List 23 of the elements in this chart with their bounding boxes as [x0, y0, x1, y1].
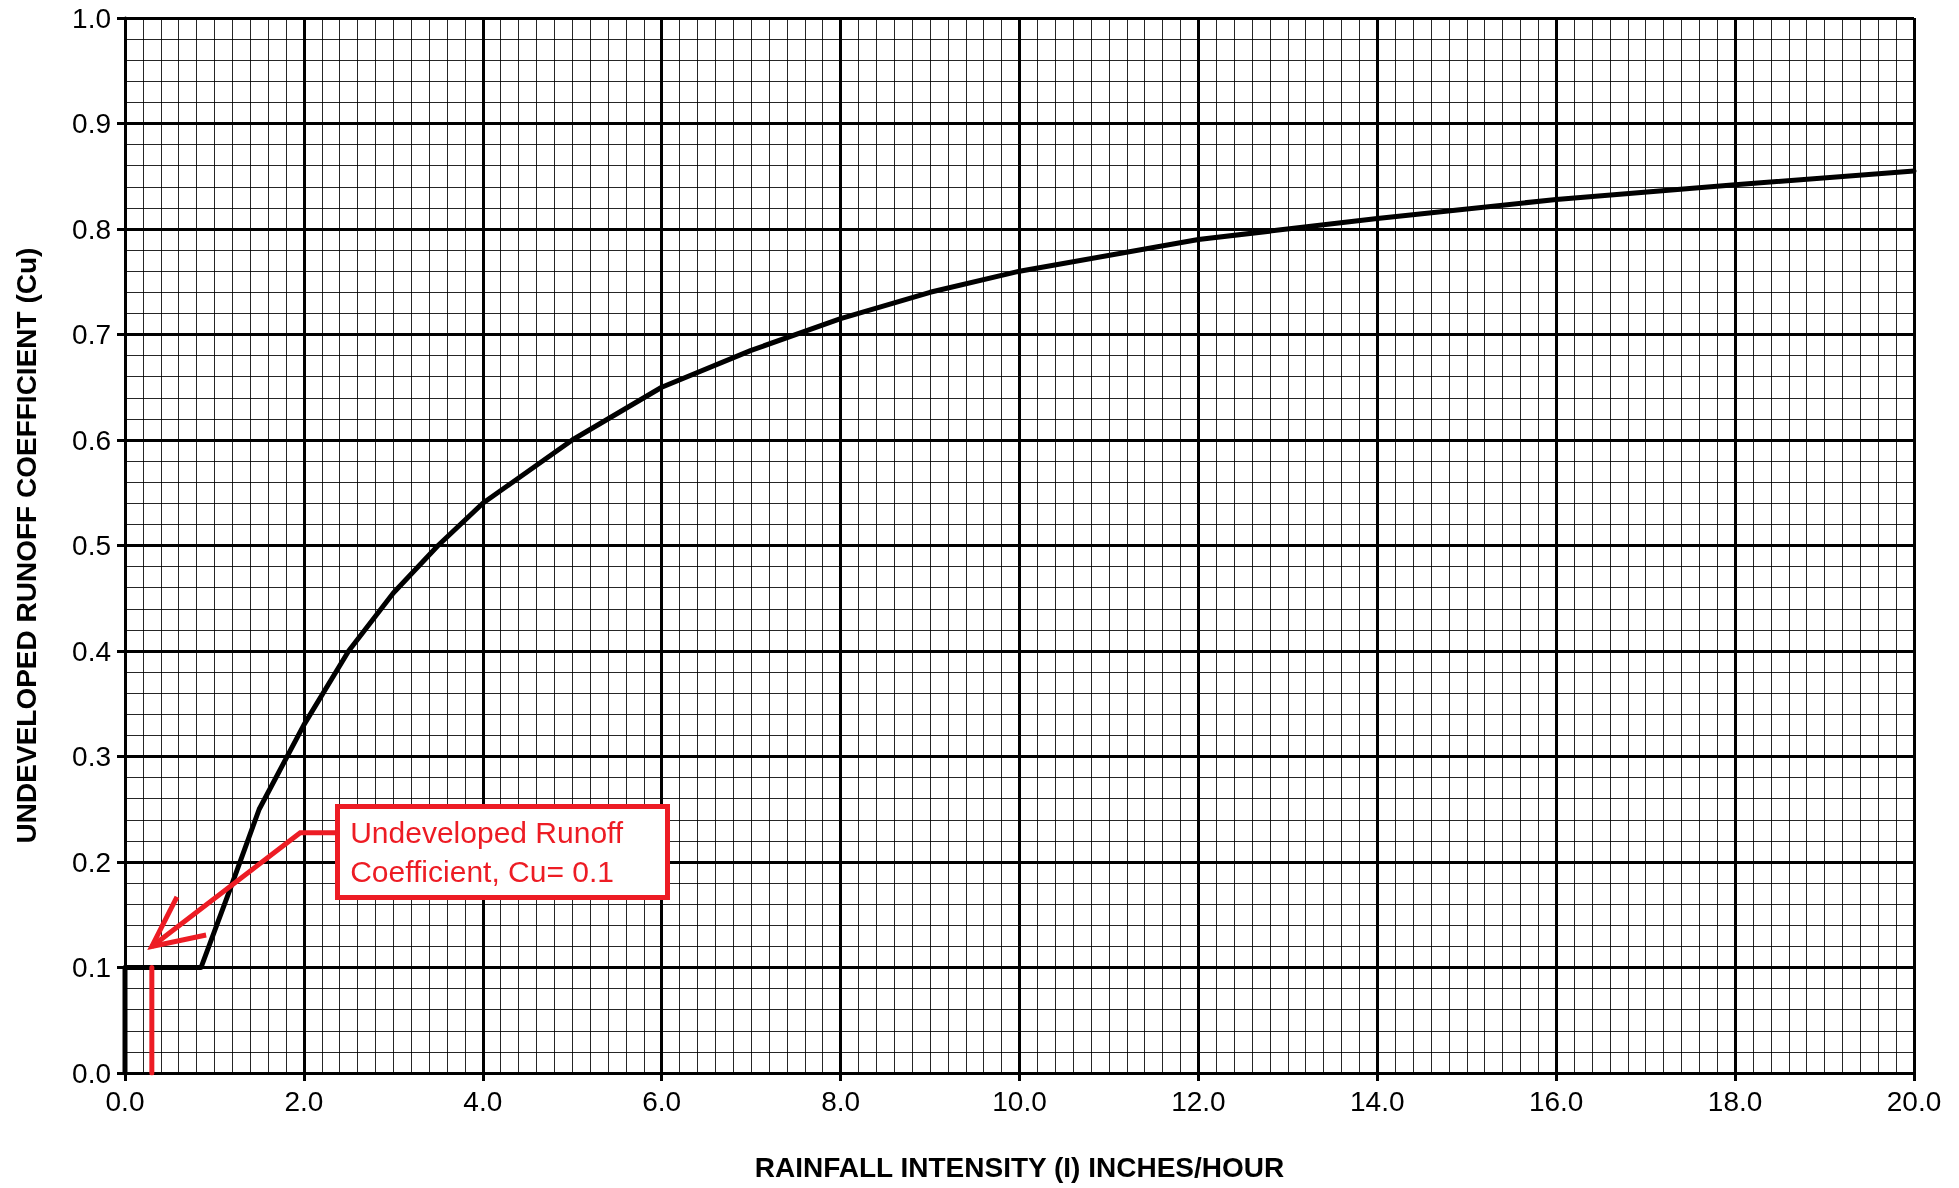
x-tick-label: 2.0	[284, 1085, 324, 1117]
x-tick-label: 16.0	[1528, 1085, 1584, 1117]
annotation: Undeveloped Runoff Coefficient, Cu= 0.1	[335, 803, 671, 900]
x-axis-title: RAINFALL INTENSITY (I) INCHES/HOUR	[754, 1151, 1285, 1183]
y-tick-label: 0.7	[72, 319, 111, 350]
y-tick-label: 0.6	[72, 424, 111, 456]
y-tick-label: 0.4	[72, 635, 111, 667]
y-tick-label: 0.9	[72, 108, 111, 139]
y-tick-label: 0.5	[72, 530, 111, 561]
y-tick-label: 0.3	[72, 741, 111, 772]
x-tick-label: 4.0	[463, 1085, 503, 1117]
y-tick-label: 0.2	[72, 846, 111, 878]
x-tick-label: 10.0	[992, 1085, 1047, 1117]
x-tick-label: 8.0	[821, 1085, 861, 1117]
x-tick-label: 14.0	[1350, 1085, 1405, 1117]
x-tick-label: 20.0	[1886, 1085, 1942, 1117]
x-tick-label: 12.0	[1171, 1085, 1226, 1117]
y-tick-label: 0.8	[72, 213, 111, 245]
x-tick-label: 6.0	[642, 1085, 682, 1117]
x-tick-label: 18.0	[1707, 1085, 1763, 1117]
y-axis-title: UNDEVELOPED RUNOFF COEFFICIENT (Cu)	[10, 247, 42, 844]
y-tick-label: 0.1	[72, 952, 111, 983]
y-tick-label: 1.0	[72, 2, 111, 34]
